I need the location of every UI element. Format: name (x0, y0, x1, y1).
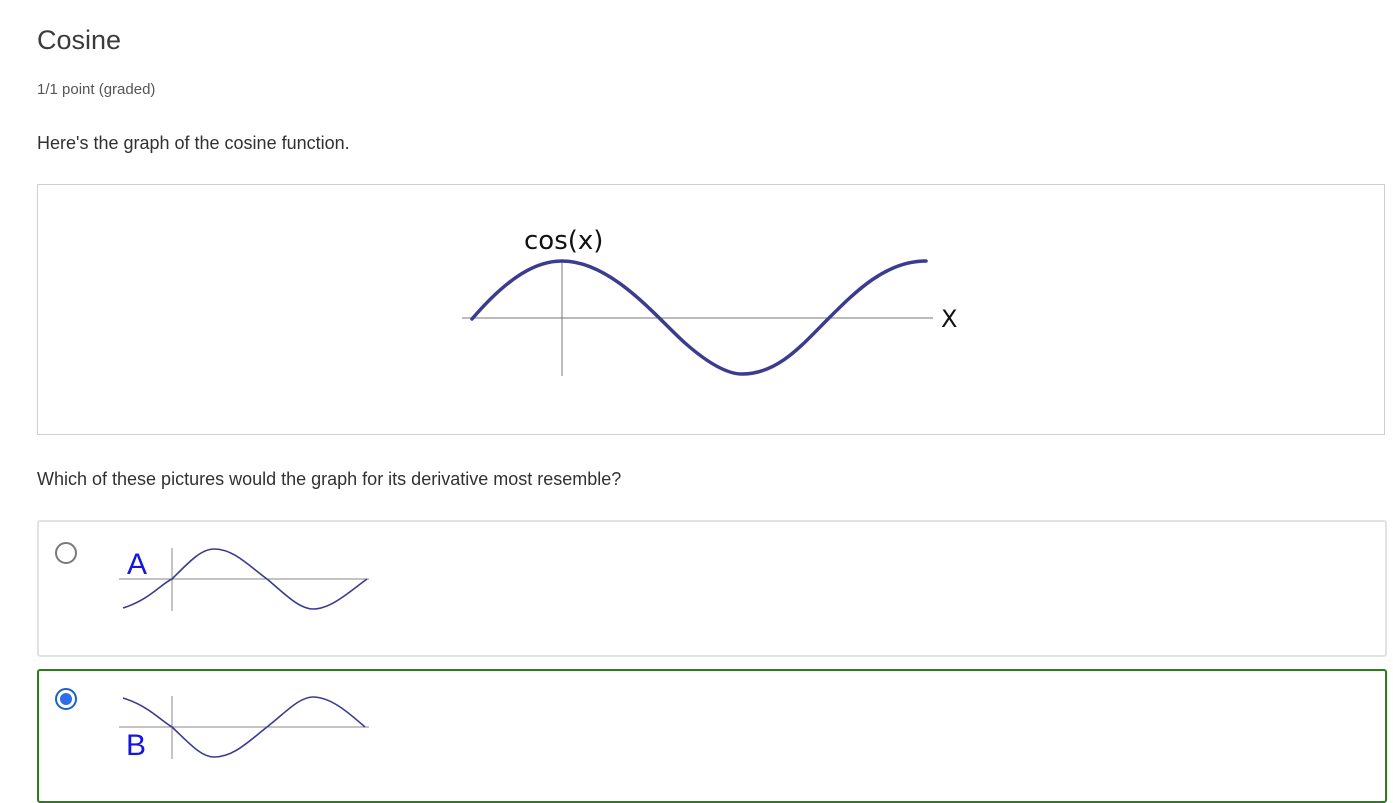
points-status: 1/1 point (graded) (37, 81, 156, 98)
choice-a-radio[interactable] (55, 542, 77, 564)
choice-b-radio-selected-dot (60, 693, 72, 705)
function-label: cos(x) (524, 226, 603, 256)
choice-a[interactable]: A (37, 520, 1387, 657)
x-axis-label: X (941, 305, 957, 333)
problem-title: Cosine (37, 25, 122, 55)
cosine-graph: cos(x) X (462, 226, 957, 376)
choice-b-graph: B (119, 696, 369, 762)
choice-b[interactable]: B (37, 669, 1387, 803)
choice-b-label: B (126, 729, 146, 762)
question-text: Which of these pictures would the graph … (37, 469, 622, 489)
cosine-curve (470, 259, 928, 376)
choice-a-curve (122, 548, 368, 610)
choice-a-graph: A (119, 548, 369, 611)
problem-intro-text: Here's the graph of the cosine function. (37, 133, 350, 153)
choice-a-label: A (127, 548, 147, 581)
cosine-graph-figure: cos(x) X (37, 184, 1385, 435)
choice-b-curve (122, 696, 366, 758)
choice-b-radio[interactable] (55, 688, 77, 710)
